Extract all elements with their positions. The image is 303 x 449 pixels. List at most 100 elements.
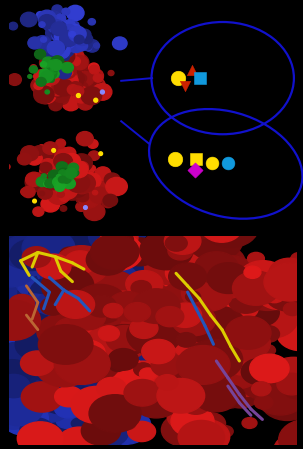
- Circle shape: [36, 293, 66, 315]
- Circle shape: [102, 361, 148, 394]
- Circle shape: [55, 33, 67, 43]
- Circle shape: [52, 23, 65, 34]
- Circle shape: [39, 22, 45, 27]
- Circle shape: [49, 70, 59, 78]
- Circle shape: [51, 22, 67, 35]
- Circle shape: [0, 351, 7, 366]
- Circle shape: [40, 167, 51, 176]
- Circle shape: [53, 149, 70, 164]
- Circle shape: [37, 314, 84, 348]
- Circle shape: [200, 246, 245, 278]
- Circle shape: [36, 70, 46, 78]
- Circle shape: [93, 175, 112, 191]
- Circle shape: [41, 180, 47, 186]
- Circle shape: [57, 188, 69, 199]
- Circle shape: [72, 35, 78, 40]
- Circle shape: [108, 291, 140, 315]
- Circle shape: [42, 172, 62, 189]
- Circle shape: [56, 44, 73, 59]
- Circle shape: [76, 198, 82, 203]
- Circle shape: [67, 36, 77, 45]
- Circle shape: [68, 26, 86, 42]
- Circle shape: [181, 393, 211, 414]
- Circle shape: [71, 57, 78, 64]
- Circle shape: [54, 184, 59, 188]
- Circle shape: [142, 298, 158, 309]
- Circle shape: [47, 63, 66, 79]
- Circle shape: [50, 348, 89, 376]
- Circle shape: [84, 77, 105, 95]
- Circle shape: [86, 89, 95, 97]
- Circle shape: [49, 341, 103, 380]
- Circle shape: [279, 419, 303, 449]
- Circle shape: [72, 22, 79, 28]
- Circle shape: [151, 383, 186, 409]
- Circle shape: [105, 360, 159, 399]
- Circle shape: [68, 24, 82, 36]
- Circle shape: [29, 151, 40, 160]
- Circle shape: [28, 324, 84, 365]
- Circle shape: [38, 77, 48, 85]
- Circle shape: [113, 369, 150, 396]
- Circle shape: [63, 154, 80, 168]
- Circle shape: [103, 194, 118, 207]
- Circle shape: [56, 181, 78, 199]
- Circle shape: [74, 35, 84, 44]
- Circle shape: [134, 363, 152, 376]
- Circle shape: [63, 62, 72, 70]
- Circle shape: [40, 163, 52, 172]
- Circle shape: [134, 297, 188, 336]
- Circle shape: [78, 97, 93, 110]
- Circle shape: [109, 300, 130, 316]
- Circle shape: [17, 260, 46, 281]
- Circle shape: [68, 176, 77, 183]
- Point: [175, 74, 180, 81]
- Circle shape: [0, 314, 28, 341]
- Circle shape: [96, 306, 131, 331]
- Circle shape: [157, 192, 203, 225]
- Circle shape: [56, 347, 92, 373]
- Circle shape: [42, 174, 46, 178]
- Circle shape: [215, 295, 237, 310]
- Circle shape: [28, 348, 62, 372]
- Circle shape: [132, 166, 154, 182]
- Circle shape: [220, 316, 235, 326]
- Circle shape: [92, 233, 143, 271]
- Circle shape: [33, 145, 45, 155]
- Circle shape: [169, 384, 188, 398]
- Circle shape: [60, 78, 72, 88]
- Circle shape: [32, 357, 52, 371]
- Circle shape: [98, 385, 135, 412]
- Circle shape: [122, 265, 167, 299]
- Circle shape: [39, 69, 49, 78]
- Circle shape: [48, 150, 71, 170]
- Circle shape: [219, 281, 242, 298]
- Circle shape: [157, 275, 208, 313]
- Circle shape: [49, 74, 67, 90]
- Circle shape: [25, 343, 79, 382]
- Circle shape: [46, 11, 61, 25]
- Circle shape: [18, 315, 47, 336]
- Circle shape: [186, 291, 201, 302]
- Circle shape: [212, 384, 245, 408]
- Circle shape: [82, 34, 93, 44]
- Circle shape: [172, 188, 188, 199]
- Circle shape: [198, 321, 218, 335]
- Circle shape: [126, 271, 163, 298]
- Circle shape: [45, 71, 60, 85]
- Circle shape: [53, 352, 79, 371]
- Circle shape: [109, 359, 126, 371]
- Circle shape: [67, 174, 86, 189]
- Circle shape: [15, 401, 72, 442]
- Circle shape: [45, 63, 53, 70]
- Circle shape: [50, 172, 62, 183]
- Circle shape: [65, 289, 120, 329]
- Circle shape: [146, 236, 161, 247]
- Circle shape: [139, 314, 160, 329]
- Circle shape: [89, 63, 99, 72]
- Circle shape: [63, 183, 79, 197]
- Circle shape: [51, 349, 71, 363]
- Circle shape: [132, 289, 180, 323]
- Circle shape: [18, 154, 31, 165]
- Circle shape: [57, 427, 101, 449]
